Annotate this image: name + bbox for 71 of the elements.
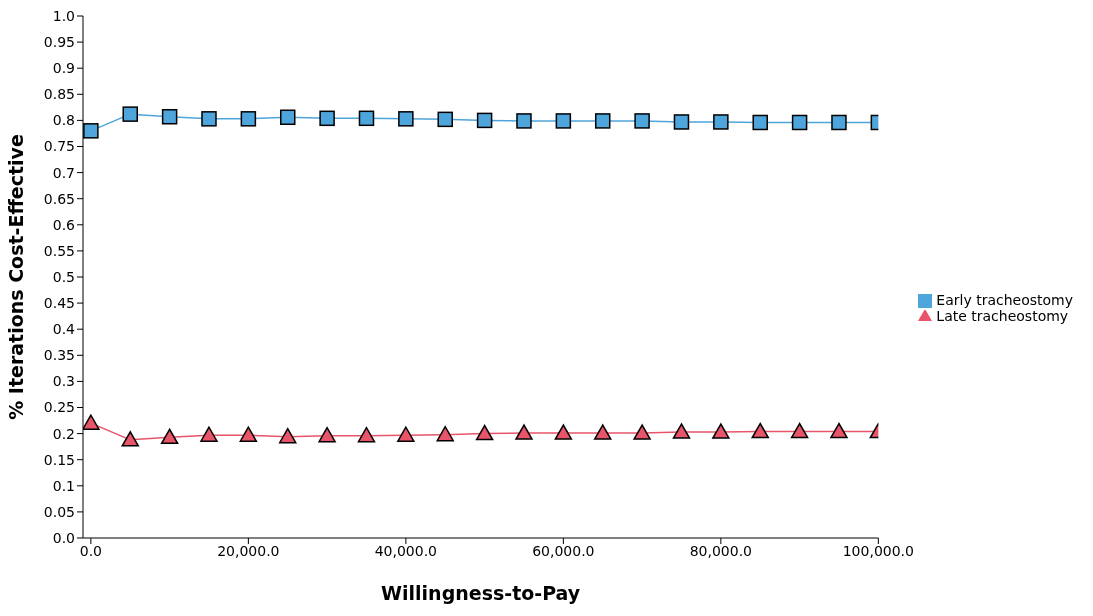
y-tick-label: 0.4 — [52, 321, 76, 338]
point — [790, 422, 809, 439]
x-tick-label: 100,000.0 — [842, 542, 914, 559]
point — [475, 424, 494, 441]
point — [713, 114, 729, 130]
point — [121, 431, 139, 447]
legend-label: Late tracheostomy — [936, 308, 1069, 324]
point — [398, 111, 414, 127]
point — [593, 424, 612, 440]
y-tick-label: 0.25 — [43, 399, 75, 416]
point — [830, 422, 848, 439]
y-tick-label: 0.7 — [52, 164, 75, 181]
x-tick-label: 20,000.0 — [217, 542, 280, 559]
point — [516, 113, 532, 129]
point — [397, 426, 415, 442]
point — [515, 424, 533, 440]
point — [160, 428, 179, 444]
point — [634, 113, 650, 129]
point — [476, 112, 493, 129]
point — [122, 106, 138, 122]
point — [279, 109, 296, 126]
y-tick-label: 0.55 — [43, 242, 75, 259]
point — [712, 423, 730, 439]
point — [751, 422, 769, 439]
point — [594, 113, 611, 129]
x-tick-label: 40,000.0 — [374, 542, 438, 559]
y-tick-label: 0.6 — [52, 216, 76, 233]
y-tick-label: 0.45 — [43, 295, 75, 312]
point — [319, 110, 335, 127]
point — [555, 113, 572, 129]
point — [278, 427, 297, 444]
x-tick-label: 80,000.0 — [689, 542, 753, 559]
legend-label: Early tracheostomy — [936, 292, 1073, 308]
y-tick-label: 0.75 — [43, 138, 75, 155]
x-tick-label: 0.0 — [79, 542, 103, 559]
x-axis-title: Willingness-to-Pay — [381, 582, 581, 604]
point — [791, 114, 808, 131]
point — [831, 114, 847, 131]
point — [672, 423, 691, 439]
y-tick-label: 0.9 — [52, 60, 75, 77]
x-tick-label: 60,000.0 — [532, 542, 595, 559]
y-tick-label: 0.95 — [43, 34, 75, 51]
y-tick-label: 0.5 — [52, 268, 75, 285]
point — [200, 426, 218, 442]
point — [239, 426, 258, 442]
y-tick-label: 0.2 — [52, 425, 75, 442]
y-tick-label: 0.8 — [52, 112, 75, 129]
y-tick-label: 0.1 — [52, 477, 75, 494]
point — [358, 110, 375, 127]
point — [673, 114, 690, 130]
y-tick-label: 0.15 — [43, 451, 75, 468]
y-tick-label: 0.85 — [43, 86, 75, 103]
point — [437, 111, 453, 128]
point — [161, 109, 178, 125]
point — [633, 424, 651, 440]
y-tick-label: 0.65 — [43, 190, 75, 207]
point — [554, 424, 573, 440]
point — [436, 425, 454, 442]
point — [752, 114, 768, 131]
point — [240, 111, 257, 127]
point — [201, 111, 217, 127]
point — [83, 414, 100, 430]
point — [318, 426, 336, 443]
point — [357, 426, 376, 443]
y-tick-label: 1.0 — [52, 7, 75, 24]
y-tick-label: 0.3 — [52, 373, 75, 390]
point — [83, 123, 99, 139]
y-tick-label: 0.35 — [43, 347, 75, 364]
y-tick-label: 0.0 — [52, 529, 75, 546]
y-axis-title: % Iterations Cost-Effective — [4, 134, 27, 420]
y-tick-label: 0.05 — [43, 503, 75, 520]
